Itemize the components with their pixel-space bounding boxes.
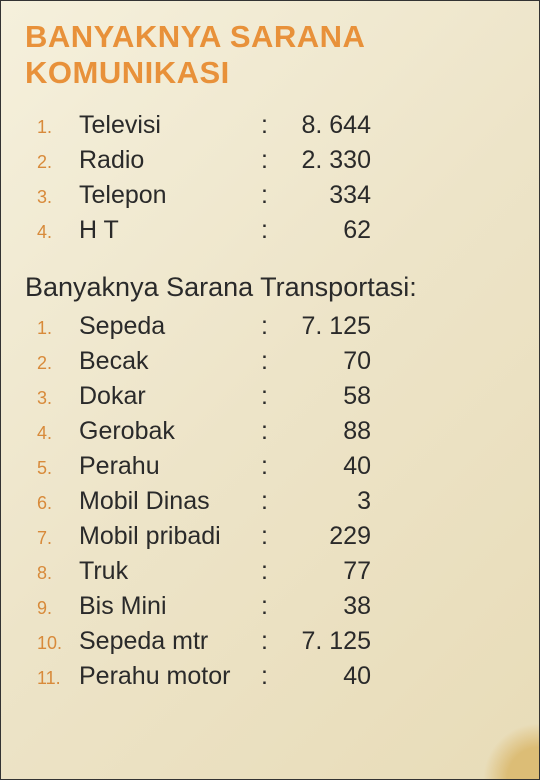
list-item: 7.Mobil pribadi:229: [37, 519, 515, 554]
item-number: 9.: [37, 596, 79, 621]
item-value: 88: [281, 414, 371, 449]
item-value: 2. 330: [281, 143, 371, 178]
item-value: 8. 644: [281, 108, 371, 143]
transportasi-list: 1.Sepeda:7. 1252.Becak:703.Dokar:584.Ger…: [25, 309, 515, 694]
item-value: 70: [281, 344, 371, 379]
list-item: 2.Radio:2. 330: [37, 143, 515, 178]
list-item: 2.Becak:70: [37, 344, 515, 379]
item-colon: :: [261, 624, 281, 659]
item-number: 3.: [37, 185, 79, 210]
item-number: 1.: [37, 115, 79, 140]
item-colon: :: [261, 178, 281, 213]
item-colon: :: [261, 344, 281, 379]
item-value: 334: [281, 178, 371, 213]
item-label: Radio: [79, 143, 261, 178]
item-number: 1.: [37, 316, 79, 341]
item-value: 58: [281, 379, 371, 414]
list-item: 4.H T:62: [37, 213, 515, 248]
transportasi-title: Banyaknya Sarana Transportasi:: [25, 272, 515, 303]
item-number: 2.: [37, 351, 79, 376]
item-colon: :: [261, 659, 281, 694]
item-label: Dokar: [79, 379, 261, 414]
list-item: 9.Bis Mini:38: [37, 589, 515, 624]
list-item: 3.Telepon:334: [37, 178, 515, 213]
item-label: Mobil pribadi: [79, 519, 261, 554]
komunikasi-list: 1.Televisi:8. 6442.Radio:2. 3303.Telepon…: [25, 108, 515, 248]
item-label: Bis Mini: [79, 589, 261, 624]
item-number: 6.: [37, 491, 79, 516]
item-colon: :: [261, 554, 281, 589]
item-label: Truk: [79, 554, 261, 589]
item-label: Gerobak: [79, 414, 261, 449]
list-item: 6.Mobil Dinas:3: [37, 484, 515, 519]
list-item: 10.Sepeda mtr:7. 125: [37, 624, 515, 659]
item-number: 5.: [37, 456, 79, 481]
item-label: H T: [79, 213, 261, 248]
item-colon: :: [261, 213, 281, 248]
item-colon: :: [261, 589, 281, 624]
item-colon: :: [261, 484, 281, 519]
item-value: 40: [281, 449, 371, 484]
item-colon: :: [261, 143, 281, 178]
item-number: 8.: [37, 561, 79, 586]
item-label: Becak: [79, 344, 261, 379]
item-colon: :: [261, 108, 281, 143]
item-number: 7.: [37, 526, 79, 551]
item-value: 7. 125: [281, 624, 371, 659]
item-number: 3.: [37, 386, 79, 411]
item-number: 4.: [37, 421, 79, 446]
item-number: 10.: [37, 631, 79, 656]
item-value: 229: [281, 519, 371, 554]
item-number: 11.: [37, 666, 79, 691]
item-value: 7. 125: [281, 309, 371, 344]
item-label: Sepeda: [79, 309, 261, 344]
item-colon: :: [261, 309, 281, 344]
item-value: 38: [281, 589, 371, 624]
item-value: 40: [281, 659, 371, 694]
item-colon: :: [261, 519, 281, 554]
item-label: Perahu: [79, 449, 261, 484]
list-item: 1.Televisi:8. 644: [37, 108, 515, 143]
item-number: 2.: [37, 150, 79, 175]
item-label: Sepeda mtr: [79, 624, 261, 659]
item-value: 77: [281, 554, 371, 589]
list-item: 3.Dokar:58: [37, 379, 515, 414]
item-label: Perahu motor: [79, 659, 261, 694]
item-value: 3: [281, 484, 371, 519]
list-item: 11.Perahu motor:40: [37, 659, 515, 694]
item-colon: :: [261, 449, 281, 484]
item-label: Telepon: [79, 178, 261, 213]
item-label: Mobil Dinas: [79, 484, 261, 519]
item-value: 62: [281, 213, 371, 248]
page-title: BANYAKNYA SARANA KOMUNIKASI: [25, 19, 515, 90]
list-item: 5.Perahu:40: [37, 449, 515, 484]
list-item: 4.Gerobak:88: [37, 414, 515, 449]
list-item: 1.Sepeda:7. 125: [37, 309, 515, 344]
item-number: 4.: [37, 220, 79, 245]
list-item: 8.Truk:77: [37, 554, 515, 589]
item-colon: :: [261, 414, 281, 449]
item-label: Televisi: [79, 108, 261, 143]
corner-decoration: [483, 723, 539, 779]
item-colon: :: [261, 379, 281, 414]
